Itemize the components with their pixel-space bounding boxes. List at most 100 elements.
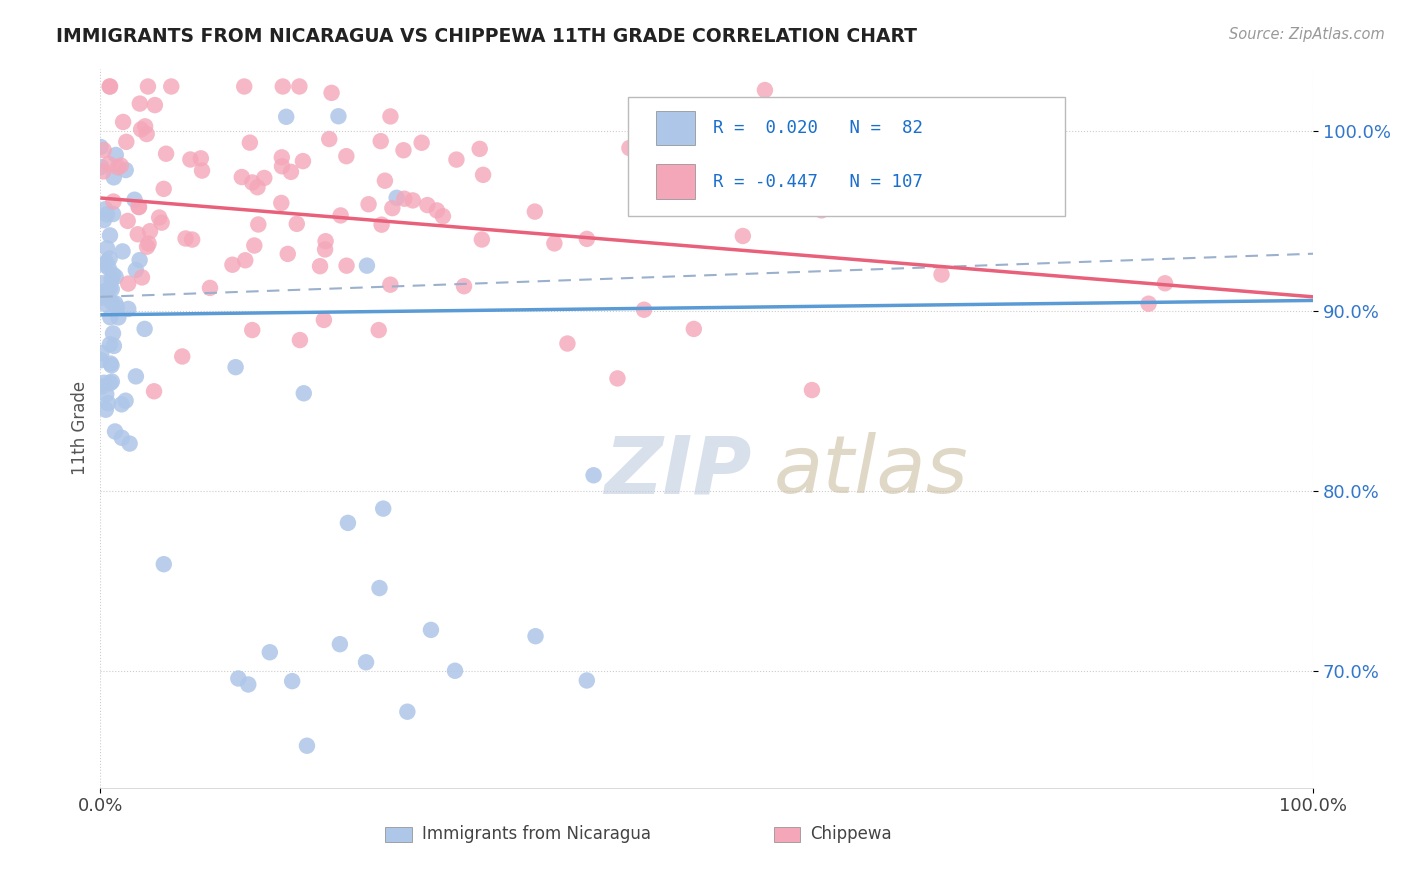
Point	[115, 135, 138, 149]
Point	[94, 402, 117, 417]
Point	[380, 110, 402, 124]
Point	[309, 259, 332, 273]
Point	[198, 281, 221, 295]
Point	[91, 286, 114, 301]
Point	[101, 375, 124, 389]
Bar	[385, 827, 412, 842]
Point	[100, 272, 122, 286]
Point	[335, 149, 357, 163]
Point	[110, 159, 132, 173]
Point	[143, 98, 166, 112]
Point	[107, 161, 129, 175]
Point	[1154, 277, 1177, 291]
Y-axis label: 11th Grade: 11th Grade	[72, 381, 89, 475]
Point	[103, 194, 125, 209]
Point	[97, 396, 120, 410]
Point	[148, 211, 170, 225]
Point	[96, 387, 118, 401]
Point	[98, 337, 121, 351]
Point	[93, 143, 115, 157]
Point	[90, 140, 112, 154]
Text: IMMIGRANTS FROM NICARAGUA VS CHIPPEWA 11TH GRADE CORRELATION CHART: IMMIGRANTS FROM NICARAGUA VS CHIPPEWA 11…	[56, 27, 917, 45]
Point	[128, 96, 150, 111]
Point	[98, 228, 121, 243]
Point	[328, 109, 350, 123]
Point	[128, 200, 150, 214]
Point	[270, 150, 292, 164]
Point	[285, 217, 308, 231]
Point	[228, 672, 250, 686]
Point	[96, 241, 118, 255]
Point	[138, 236, 160, 251]
Point	[633, 302, 655, 317]
Point	[800, 383, 823, 397]
Point	[98, 157, 121, 171]
Point	[288, 79, 311, 94]
Point	[259, 645, 281, 659]
Point	[93, 258, 115, 272]
Point	[575, 232, 598, 246]
Point	[117, 301, 139, 316]
Point	[271, 159, 294, 173]
Point	[179, 153, 201, 167]
Point	[416, 198, 439, 212]
Point	[468, 142, 491, 156]
Point	[523, 204, 546, 219]
Point	[444, 664, 467, 678]
Point	[233, 253, 256, 268]
Point	[246, 180, 269, 194]
Text: Chippewa: Chippewa	[810, 825, 891, 844]
Point	[93, 164, 115, 178]
Point	[225, 360, 247, 375]
Point	[288, 333, 311, 347]
Point	[751, 158, 773, 172]
Point	[231, 169, 253, 184]
Point	[426, 203, 449, 218]
Point	[150, 216, 173, 230]
Point	[96, 255, 118, 269]
Point	[291, 154, 314, 169]
Point	[91, 285, 114, 299]
Point	[136, 240, 159, 254]
Point	[103, 339, 125, 353]
Point	[931, 268, 953, 282]
Point	[93, 213, 115, 227]
Point	[373, 501, 395, 516]
Point	[91, 379, 114, 393]
Bar	[773, 827, 800, 842]
Text: atlas: atlas	[773, 433, 969, 510]
Point	[90, 346, 112, 360]
Point	[128, 200, 150, 214]
Point	[136, 79, 159, 94]
Point	[90, 353, 112, 368]
Point	[124, 193, 146, 207]
Point	[98, 79, 121, 94]
Point	[101, 326, 124, 341]
Point	[152, 182, 174, 196]
Point	[370, 218, 392, 232]
Point	[754, 83, 776, 97]
Point	[392, 143, 415, 157]
Point	[155, 146, 177, 161]
Point	[98, 252, 121, 266]
Point	[90, 160, 112, 174]
Point	[97, 291, 120, 305]
Point	[100, 359, 122, 373]
Point	[174, 231, 197, 245]
Point	[104, 296, 127, 310]
Point	[312, 313, 335, 327]
Point	[582, 468, 605, 483]
Point	[125, 369, 148, 384]
Text: Source: ZipAtlas.com: Source: ZipAtlas.com	[1229, 27, 1385, 42]
Point	[160, 79, 183, 94]
Point	[101, 207, 124, 221]
Text: ZIP: ZIP	[603, 433, 751, 510]
Point	[104, 148, 127, 162]
Point	[1137, 296, 1160, 310]
Point	[243, 238, 266, 252]
Point	[134, 120, 156, 134]
Point	[778, 146, 800, 161]
Point	[335, 259, 357, 273]
Point	[104, 269, 127, 284]
Point	[420, 623, 443, 637]
